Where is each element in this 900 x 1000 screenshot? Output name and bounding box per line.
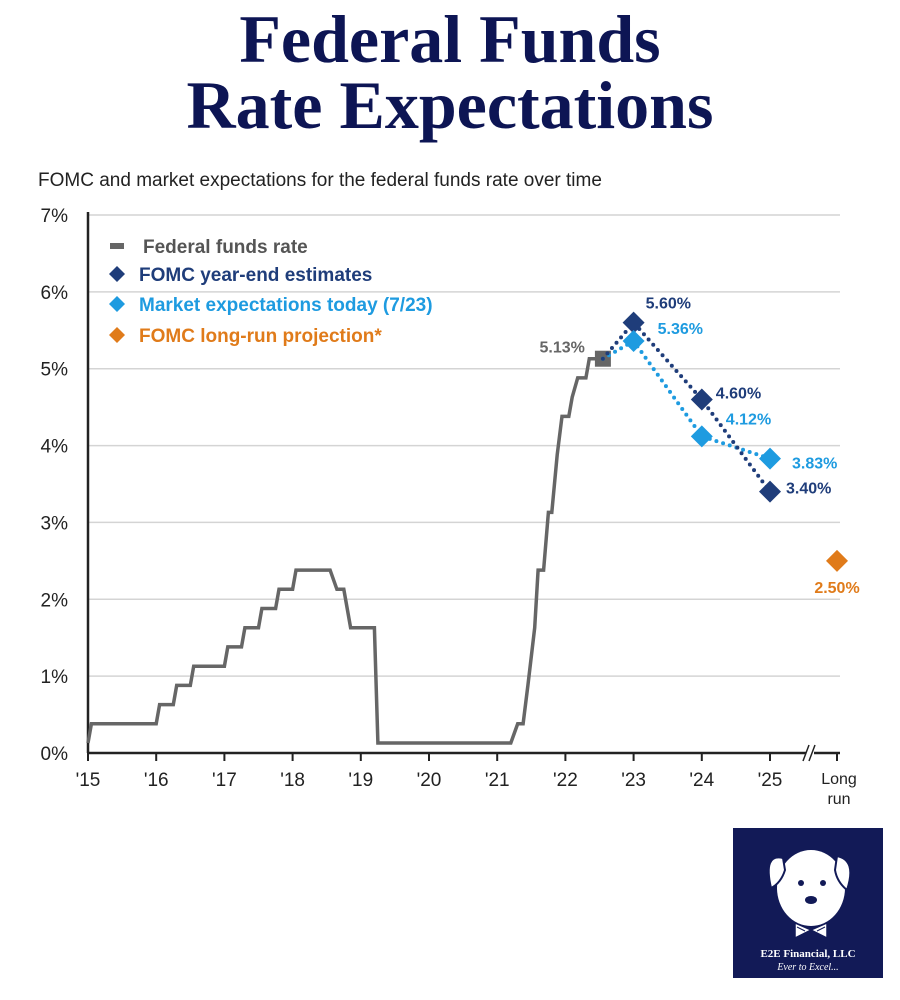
axis-break-mark: [808, 744, 816, 762]
marker-long-run-projection: [826, 549, 848, 572]
legend-entry: FOMC long-run projection*: [139, 326, 382, 347]
marker-market-expectation: [622, 330, 645, 353]
y-tick-label: 5%: [41, 360, 69, 381]
axis-break-mark: [802, 744, 810, 762]
x-tick-label: '18: [280, 770, 305, 791]
data-label: 5.13%: [540, 340, 585, 357]
x-tick-label: '15: [76, 770, 101, 791]
y-tick-label: 4%: [41, 437, 69, 458]
data-label: 5.60%: [646, 296, 691, 313]
x-tick-label: '22: [553, 770, 578, 791]
data-label: 4.12%: [726, 411, 771, 428]
logo-company-name: E2E Financial, LLC: [760, 948, 856, 960]
legend-swatch: [110, 243, 124, 249]
marker-fomc-estimate: [622, 311, 645, 334]
title-line-2: Rate Expectations: [186, 67, 714, 143]
legend-swatch: [109, 327, 125, 343]
e2e-logo: E2E Financial, LLC Ever to Excel...: [733, 828, 883, 978]
legend-entry: Federal funds rate: [143, 237, 308, 258]
legend-swatch: [109, 296, 125, 312]
title-line-1: Federal Funds: [239, 1, 661, 77]
dog-mascot-icon: [767, 850, 852, 940]
x-tick-label: '24: [689, 770, 714, 791]
page-title: Federal Funds Rate Expectations: [0, 1, 900, 143]
legend-entry: FOMC year-end estimates: [139, 265, 372, 286]
data-label: 5.36%: [658, 321, 703, 338]
data-label: 3.83%: [792, 456, 837, 473]
x-tick-label: '21: [485, 770, 510, 791]
marker-fomc-estimate: [690, 388, 713, 411]
marker-market-expectation: [690, 425, 713, 448]
y-tick-label: 7%: [41, 206, 69, 227]
marker-fomc-estimate: [759, 480, 781, 503]
data-label: 4.60%: [716, 385, 761, 402]
chart-title: FOMC and market expectations for the fed…: [38, 170, 602, 191]
series-line-federal-funds-rate: [86, 356, 603, 745]
x-tick-label: '25: [758, 770, 783, 791]
x-tick-label: '19: [348, 770, 373, 791]
y-tick-label: 2%: [41, 590, 69, 611]
legend-entry: Market expectations today (7/23): [139, 295, 433, 316]
y-tick-label: 0%: [41, 744, 69, 765]
x-tick-label: '17: [212, 770, 237, 791]
marker-market-expectation: [759, 447, 781, 470]
series-line-fomc-estimates: [600, 319, 772, 494]
x-tick-label: '20: [417, 770, 442, 791]
legend-swatch: [109, 266, 125, 282]
logo-tagline: Ever to Excel...: [777, 962, 839, 973]
x-tick-label: '23: [621, 770, 646, 791]
x-tick-label: run: [827, 791, 850, 808]
y-tick-label: 1%: [41, 667, 69, 688]
x-tick-label: '16: [144, 770, 169, 791]
y-tick-label: 6%: [41, 283, 69, 304]
data-label: 2.50%: [814, 580, 859, 597]
y-tick-label: 3%: [41, 513, 69, 534]
x-tick-label: Long: [821, 771, 857, 788]
data-label: 3.40%: [786, 481, 831, 498]
